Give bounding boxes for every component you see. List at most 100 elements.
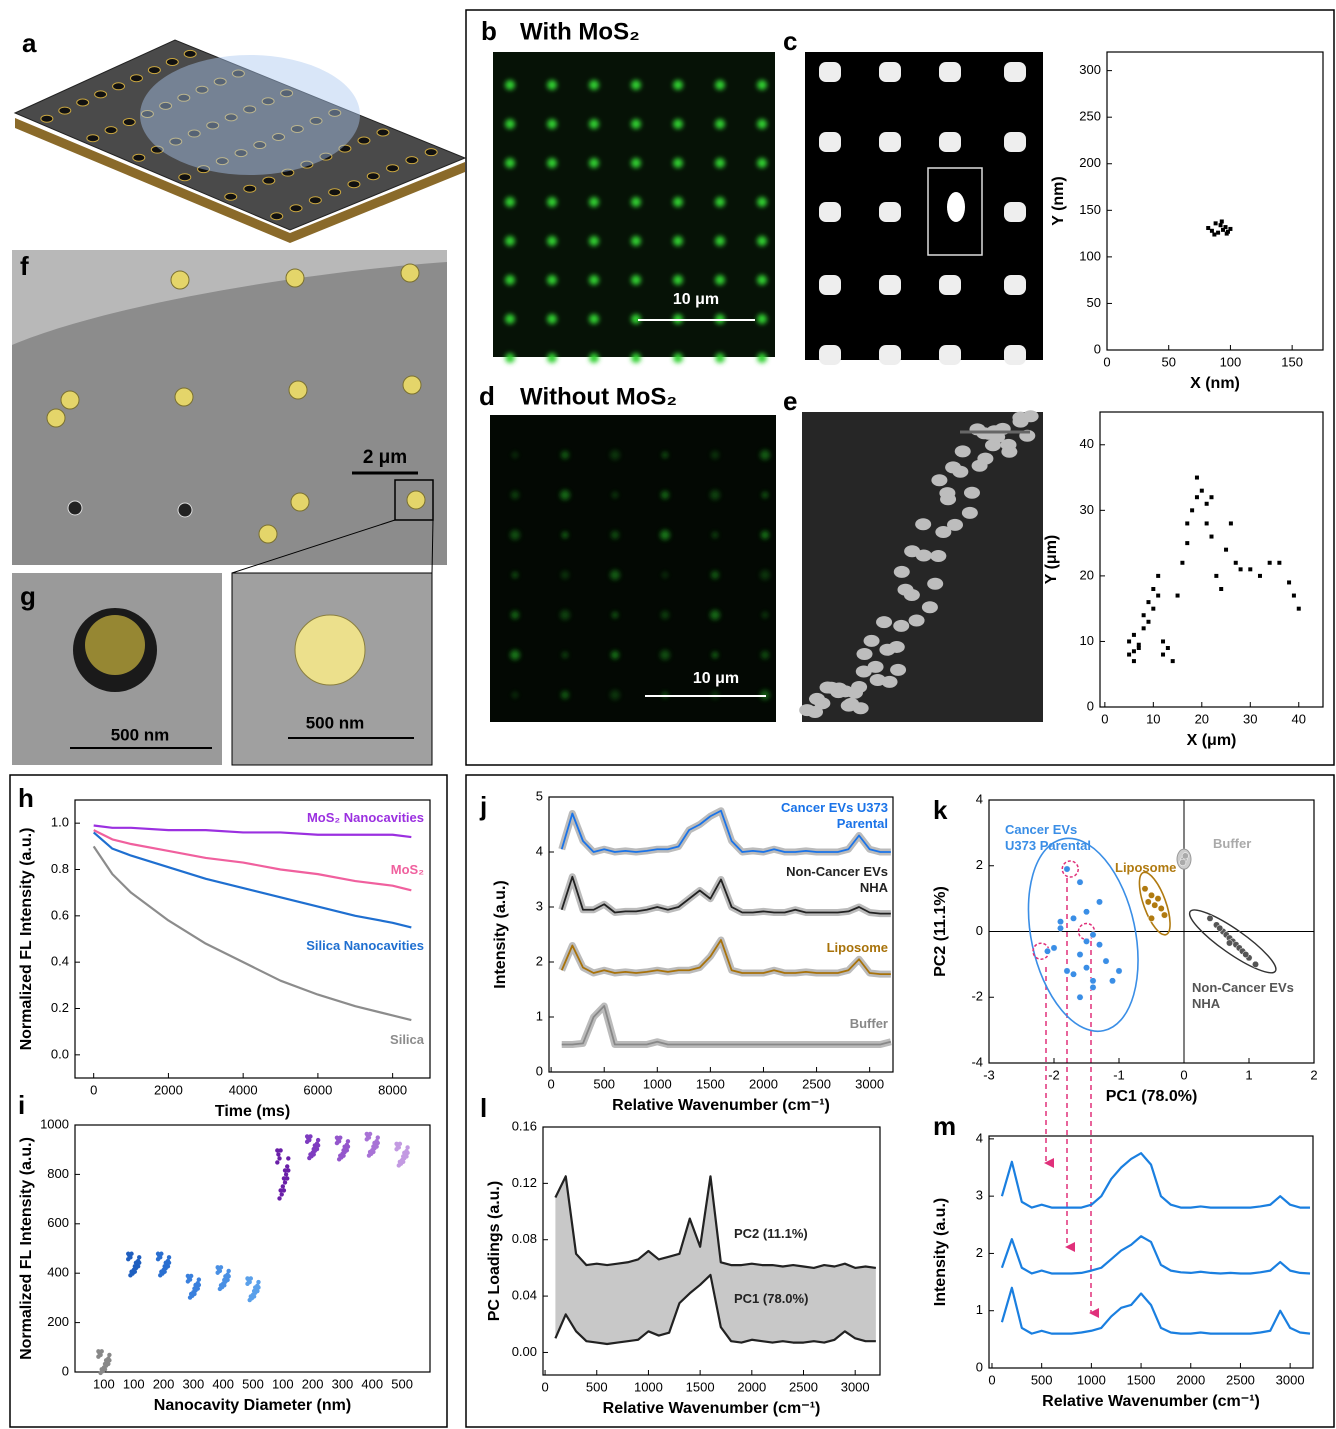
series-line: [1002, 1288, 1310, 1334]
fluorescent-spot: [710, 610, 720, 620]
y-tick-label: 3: [536, 898, 543, 913]
x-tick-label: 200: [153, 1376, 175, 1391]
fluorescent-spot: [505, 158, 515, 168]
point: [1077, 951, 1083, 957]
y-tick-label: 4: [976, 1130, 983, 1145]
point: [1223, 225, 1227, 229]
point: [1057, 918, 1063, 924]
y-tick-label: 10: [1080, 633, 1094, 648]
fluorescent-spot: [611, 651, 619, 659]
point: [106, 1362, 110, 1366]
x-tick-label: 4000: [229, 1082, 258, 1097]
point: [1096, 941, 1102, 947]
particle-trace: [799, 704, 815, 716]
x-tick-label: 3000: [841, 1379, 870, 1394]
point: [158, 1255, 162, 1259]
point-cluster: [305, 1134, 320, 1160]
x-tick-label: -1: [1113, 1067, 1125, 1082]
y-tick-label: 0.08: [512, 1231, 537, 1246]
x-tick-label: 1: [1245, 1067, 1252, 1082]
fluorescent-spot: [547, 119, 557, 129]
fluorescent-spot: [760, 570, 770, 580]
fluorescent-spot: [762, 612, 768, 618]
x-axis-label: Relative Wavenumber (cm⁻¹): [1042, 1393, 1260, 1410]
fluorescent-spot: [757, 197, 767, 207]
plot-frame: [1107, 52, 1323, 350]
y-axis-label: Normalized FL Intensity (a.u.): [18, 1137, 35, 1360]
fluorescent-spot: [715, 197, 725, 207]
cavity: [358, 137, 370, 144]
point: [283, 1180, 287, 1184]
fluorescent-spot: [631, 80, 641, 90]
series-label: PC1 (78.0%): [734, 1291, 844, 1307]
point: [1090, 932, 1096, 938]
x-axis-label: X (nm): [1190, 375, 1240, 392]
point: [1057, 925, 1063, 931]
scale-bar-label: 10 μm: [693, 670, 739, 687]
point: [275, 1160, 279, 1164]
fluorescent-spot: [511, 491, 519, 499]
loading-fill: [555, 1176, 875, 1344]
x-tick-label: 2: [1310, 1067, 1317, 1082]
y-tick-label: 0: [1094, 341, 1101, 356]
y-tick-label: 600: [47, 1215, 69, 1230]
y-tick-label: 5: [536, 788, 543, 803]
vesicle: [47, 409, 65, 427]
fluorescent-spot: [631, 158, 641, 168]
fluorescent-spot: [631, 236, 641, 246]
panel-label: l: [480, 1093, 487, 1123]
point: [1258, 574, 1262, 578]
x-tick-label: 8000: [378, 1082, 407, 1097]
y-tick-label: 1.0: [51, 815, 69, 830]
point-cluster: [394, 1142, 409, 1168]
fluorescent-spot: [662, 572, 668, 578]
point: [225, 1278, 229, 1282]
fluorescent-spot: [505, 119, 515, 129]
particle-trace: [879, 644, 895, 656]
image-title: With MoS₂: [520, 18, 640, 45]
fluorescent-spot: [673, 158, 683, 168]
particle-trace: [939, 487, 955, 499]
bright-spot: [1004, 202, 1026, 222]
particle-trace: [969, 423, 985, 435]
y-axis-label: Y (μm): [1043, 535, 1060, 585]
y-tick-label: 200: [1079, 155, 1101, 170]
point: [1214, 574, 1218, 578]
fluorescent-spot: [711, 571, 719, 579]
fluorescent-spot: [661, 491, 669, 499]
y-axis-label: Normalized FL Intensity (a.u.): [18, 828, 35, 1051]
point: [1205, 502, 1209, 506]
fluorescent-spot: [631, 197, 641, 207]
x-tick-label: 0: [1101, 711, 1108, 726]
fluorescent-spot: [589, 275, 599, 285]
particle-trace: [814, 697, 830, 709]
fluorescent-spot: [760, 450, 770, 460]
fluorescent-spot: [610, 690, 620, 700]
y-tick-label: 0.04: [512, 1288, 537, 1303]
y-tick-label: 0: [536, 1063, 543, 1078]
point: [1297, 607, 1301, 611]
x-tick-label: 0: [90, 1082, 97, 1097]
point: [1190, 508, 1194, 512]
point: [1205, 521, 1209, 525]
fluorescent-spot: [547, 275, 557, 285]
fluorescent-spot: [715, 353, 725, 363]
scale-bar-label: 10 μm: [673, 291, 719, 308]
x-tick-label: 2000: [737, 1379, 766, 1394]
x-tick-label: 500: [1031, 1372, 1053, 1387]
particle-trace: [894, 566, 910, 578]
x-tick-label: 0: [1180, 1067, 1187, 1082]
fluorescent-spot: [560, 490, 570, 500]
y-tick-label: -4: [971, 1054, 983, 1069]
cavity: [130, 75, 142, 82]
fluorescent-spot: [610, 570, 620, 580]
point: [284, 1172, 288, 1176]
point: [1161, 653, 1165, 657]
vesicle: [291, 493, 309, 511]
x-tick-label: 500: [593, 1076, 615, 1091]
fluorescent-spot: [547, 314, 557, 324]
vesicle: [289, 381, 307, 399]
fluorescent-spot: [715, 80, 725, 90]
x-axis-label: Relative Wavenumber (cm⁻¹): [612, 1097, 830, 1114]
x-tick-label: 0: [988, 1372, 995, 1387]
